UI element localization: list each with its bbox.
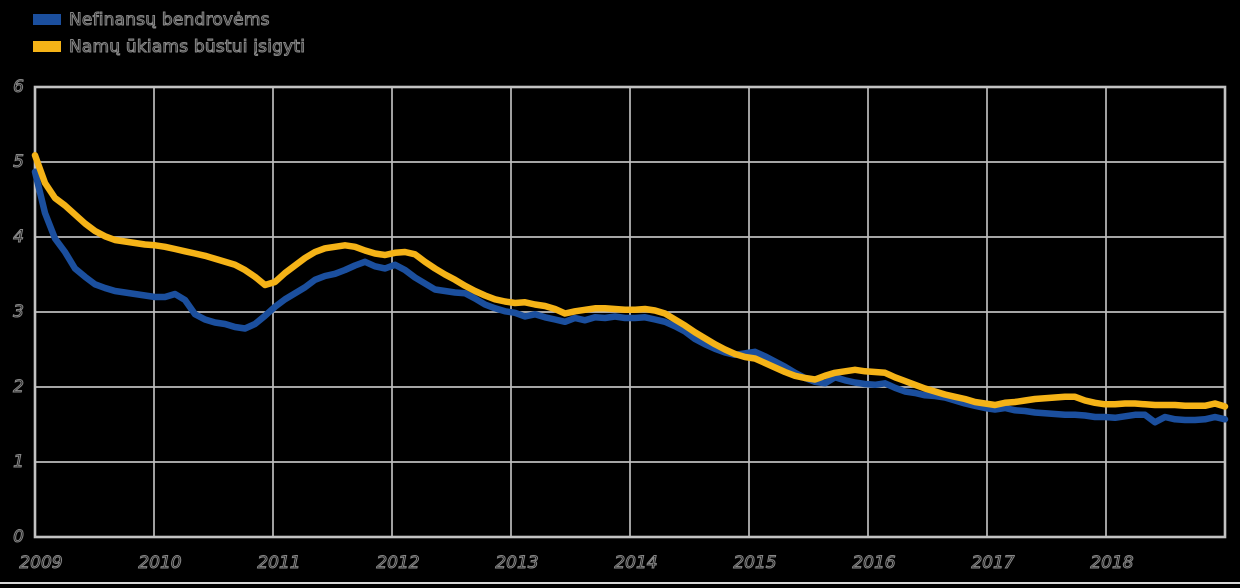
x-tick-label: 2010 [138,553,182,574]
legend-label-nonfinancial-corporations: Nefinansų bendrovėms [69,9,270,30]
y-tick-label: 2 [13,377,25,398]
legend-swatch-blue [33,14,61,25]
legend-swatch-yellow [33,41,61,52]
y-tick-label: 6 [13,77,25,98]
legend-item-household-housing: Namų ūkiams būstui įsigyti [33,33,305,60]
x-tick-label: 2017 [971,553,1015,574]
plot-border [33,85,1227,539]
x-tick-label: 2009 [19,553,63,574]
x-tick-label: 2018 [1090,553,1134,574]
y-tick-label: 1 [13,452,25,473]
x-tick-label: 2016 [852,553,896,574]
y-tick-label: 0 [13,527,25,548]
x-tick-label: 2011 [257,553,301,574]
x-tick-label: 2014 [614,553,658,574]
x-tick-label: 2013 [495,553,539,574]
legend-label-household-housing: Namų ūkiams būstui įsigyti [68,36,306,57]
footer-divider [0,582,1240,584]
legend-item-nonfinancial-corporations: Nefinansų bendrovėms [33,6,305,33]
y-tick-label: 4 [13,227,25,248]
series-line-corporate [31,168,1229,426]
x-tick-label: 2012 [376,553,420,574]
y-tick-label: 5 [13,152,25,173]
x-tick-label: 2015 [733,553,777,574]
y-tick-label: 3 [13,302,25,323]
series-line-housing [31,152,1229,410]
legend: Nefinansų bendrovėms Namų ūkiams būstui … [33,6,305,60]
